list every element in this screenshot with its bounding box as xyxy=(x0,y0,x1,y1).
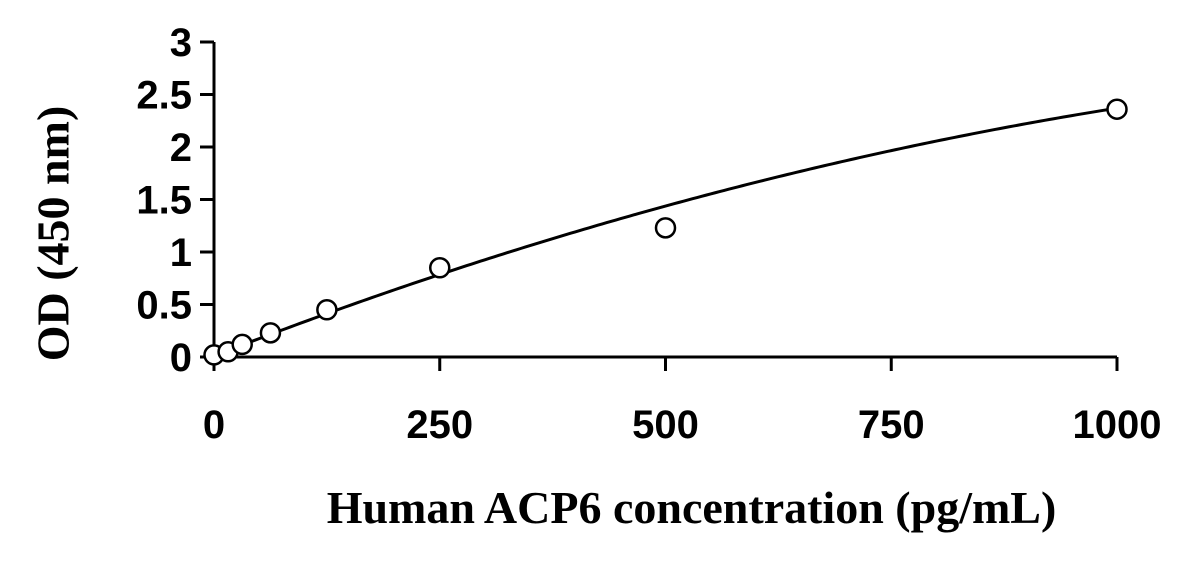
data-point xyxy=(316,299,338,321)
y-tick-label: 2 xyxy=(170,126,192,170)
fit-curve xyxy=(213,106,1118,358)
x-tick-label: 1000 xyxy=(1073,403,1162,447)
x-ticks: 0 250 500 750 1000 xyxy=(203,357,1162,447)
data-point xyxy=(1106,98,1128,120)
y-tick-label: 1.5 xyxy=(136,179,192,223)
data-points xyxy=(203,98,1128,366)
y-tick-label: 0 xyxy=(170,336,192,380)
data-point xyxy=(654,217,677,239)
x-axis-title: Human ACP6 concentration (pg/mL) xyxy=(327,482,1057,533)
x-tick-label: 500 xyxy=(632,403,699,447)
data-point xyxy=(231,333,253,356)
x-tick-label: 0 xyxy=(203,403,225,447)
y-tick-label: 2.5 xyxy=(136,74,192,118)
y-tick-label: 0.5 xyxy=(136,284,192,328)
x-tick-label: 250 xyxy=(406,403,473,447)
x-tick-label: 750 xyxy=(858,403,925,447)
y-tick-label: 1 xyxy=(170,231,192,275)
data-point xyxy=(259,322,282,344)
data-point xyxy=(429,257,451,279)
y-axis-title: OD (450 nm) xyxy=(28,106,79,362)
y-ticks: 0 0.5 1 1.5 2 2.5 3 xyxy=(136,21,214,380)
y-tick-label: 3 xyxy=(170,21,192,65)
axes xyxy=(212,42,1117,359)
